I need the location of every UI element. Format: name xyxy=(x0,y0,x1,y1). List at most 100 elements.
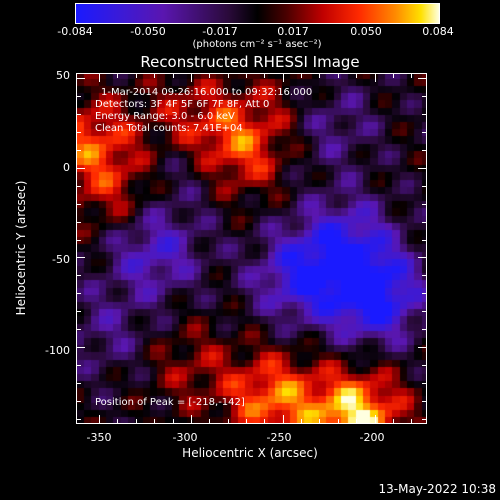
axis-tick xyxy=(422,419,426,421)
axis-tick xyxy=(422,131,426,133)
colorbar-tick-label: -0.017 xyxy=(202,25,238,38)
axis-tick xyxy=(392,419,394,423)
axis-tick xyxy=(418,257,426,259)
colorbar-units: (photons cm⁻² s⁻¹ asec⁻²) xyxy=(192,39,322,50)
axis-tick xyxy=(77,221,81,223)
axis-tick xyxy=(374,74,376,82)
axis-tick xyxy=(117,419,119,423)
y-tick-label: -50 xyxy=(52,253,70,266)
axis-tick xyxy=(77,185,81,187)
footer-timestamp: 13-May-2022 10:38 xyxy=(378,482,496,496)
axis-tick xyxy=(422,239,426,241)
axis-tick xyxy=(117,74,119,78)
axis-tick xyxy=(245,419,247,423)
axis-tick xyxy=(77,131,81,133)
axis-tick xyxy=(154,419,156,423)
axis-tick xyxy=(172,419,174,423)
axis-tick xyxy=(227,74,229,78)
info-line-3: Energy Range: 3.0 - 6.0 keV xyxy=(95,111,235,122)
info-line-4: Clean Total counts: 7.41E+04 xyxy=(95,123,243,134)
axis-tick xyxy=(319,419,321,423)
axis-tick xyxy=(77,239,81,241)
axis-tick xyxy=(418,77,426,79)
axis-tick xyxy=(422,329,426,331)
colorbar xyxy=(75,3,440,24)
y-tick-label: 50 xyxy=(56,69,70,82)
info-line-1: 1-Mar-2014 09:26:16.000 to 09:32:16.000 xyxy=(101,87,313,98)
x-tick-label: -300 xyxy=(172,431,198,444)
axis-tick xyxy=(264,419,266,423)
image-plot: 1-Mar-2014 09:26:16.000 to 09:32:16.000 … xyxy=(76,73,427,424)
axis-tick xyxy=(190,74,192,82)
axis-tick xyxy=(77,257,85,259)
axis-tick xyxy=(337,419,339,423)
plot-title: Reconstructed RHESSI Image xyxy=(140,53,360,71)
axis-tick xyxy=(77,77,85,79)
axis-tick xyxy=(77,167,85,169)
axis-tick xyxy=(301,419,303,423)
axis-tick xyxy=(154,74,156,78)
axis-tick xyxy=(209,419,211,423)
axis-tick xyxy=(422,95,426,97)
axis-tick xyxy=(282,415,284,423)
axis-tick xyxy=(77,275,81,277)
axis-tick xyxy=(374,415,376,423)
peak-position-label: Position of Peak = [-218,-142] xyxy=(95,397,245,408)
axis-tick xyxy=(209,74,211,78)
axis-tick xyxy=(190,415,192,423)
axis-tick xyxy=(77,419,81,421)
axis-tick xyxy=(172,74,174,78)
axis-tick xyxy=(77,401,81,403)
axis-tick xyxy=(99,415,101,423)
axis-tick xyxy=(301,74,303,78)
axis-tick xyxy=(319,74,321,78)
colorbar-tick-label: 0.050 xyxy=(350,25,382,38)
colorbar-tick-label: 0.084 xyxy=(422,25,454,38)
axis-tick xyxy=(77,347,85,349)
axis-tick xyxy=(411,74,413,78)
axis-tick xyxy=(77,311,81,313)
axis-tick xyxy=(77,113,81,115)
axis-tick xyxy=(264,74,266,78)
axis-tick xyxy=(422,383,426,385)
x-tick-label: -200 xyxy=(359,431,385,444)
axis-tick xyxy=(282,74,284,82)
y-axis-label: Heliocentric Y (arcsec) xyxy=(14,180,28,316)
axis-tick xyxy=(422,311,426,313)
colorbar-tick-label: -0.050 xyxy=(130,25,166,38)
axis-tick xyxy=(356,74,358,78)
axis-tick xyxy=(99,74,101,82)
axis-tick xyxy=(422,203,426,205)
axis-tick xyxy=(77,293,81,295)
axis-tick xyxy=(422,293,426,295)
info-line-2: Detectors: 3F 4F 5F 6F 7F 8F, Att 0 xyxy=(95,99,270,110)
axis-tick xyxy=(422,149,426,151)
colorbar-tick-label: 0.017 xyxy=(277,25,309,38)
y-tick-label: 0 xyxy=(63,161,70,174)
axis-tick xyxy=(337,74,339,78)
axis-tick xyxy=(422,401,426,403)
axis-tick xyxy=(422,221,426,223)
axis-tick xyxy=(418,347,426,349)
axis-tick xyxy=(422,113,426,115)
axis-tick xyxy=(392,74,394,78)
axis-tick xyxy=(135,419,137,423)
y-tick-label: -100 xyxy=(45,344,70,357)
axis-tick xyxy=(418,167,426,169)
rhessi-heatmap xyxy=(77,74,426,423)
axis-tick xyxy=(411,419,413,423)
axis-tick xyxy=(356,419,358,423)
axis-tick xyxy=(422,185,426,187)
axis-tick xyxy=(77,149,81,151)
axis-tick xyxy=(227,419,229,423)
axis-tick xyxy=(77,95,81,97)
x-tick-label: -350 xyxy=(86,431,112,444)
colorbar-tick-label: -0.084 xyxy=(57,25,93,38)
axis-tick xyxy=(422,365,426,367)
axis-tick xyxy=(77,329,81,331)
x-axis-label: Heliocentric X (arcsec) xyxy=(182,446,318,460)
x-tick-label: -250 xyxy=(266,431,292,444)
axis-tick xyxy=(77,383,81,385)
axis-tick xyxy=(77,365,81,367)
axis-tick xyxy=(77,203,81,205)
